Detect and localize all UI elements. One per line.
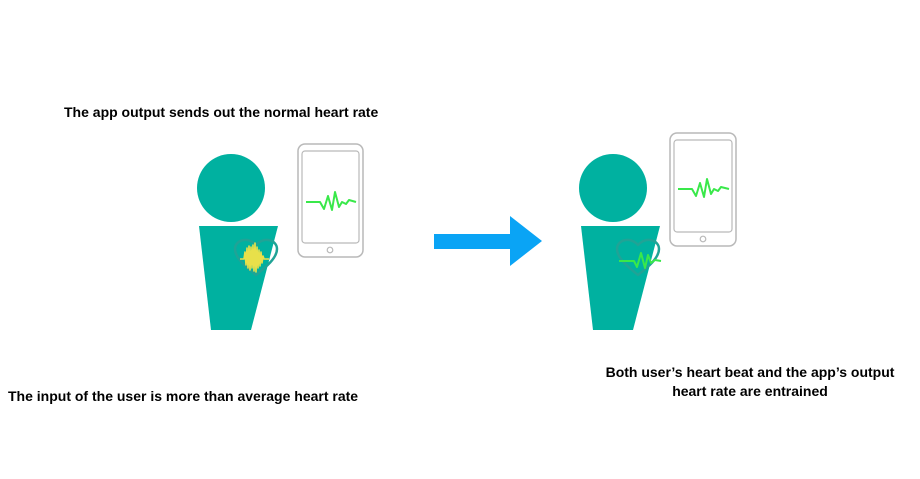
heart-icon-right [615,238,661,277]
person-icon-right [579,154,662,330]
person-icon-left [197,154,279,330]
pulse-wave-icon-normal-right [678,178,730,198]
phone-screen-right [673,139,733,233]
phone-icon-right [669,132,737,247]
pulse-wave-icon-normal-left [306,191,357,211]
caption-app-output: The app output sends out the normal hear… [64,104,379,120]
phone-screen-left [301,150,360,244]
caption-entrained: Both user’s heart beat and the app’s out… [592,363,908,401]
caption-user-input: The input of the user is more than avera… [8,388,359,404]
person-head-left [197,154,265,222]
caption-entrained-line-1: Both user’s heart beat and the app’s out… [605,364,895,380]
pulse-wave-icon-fast [240,242,269,273]
arrow-right-icon [434,216,542,266]
phone-button-left [326,246,334,254]
pulse-wave-icon-normal-body [619,252,662,269]
caption-entrained-line-2: heart rate are entrained [672,383,828,399]
person-head-right [579,154,647,222]
person-body-right [581,226,660,330]
heart-icon-left [233,238,279,277]
phone-icon-left [297,143,364,258]
phone-button-right [699,235,707,243]
